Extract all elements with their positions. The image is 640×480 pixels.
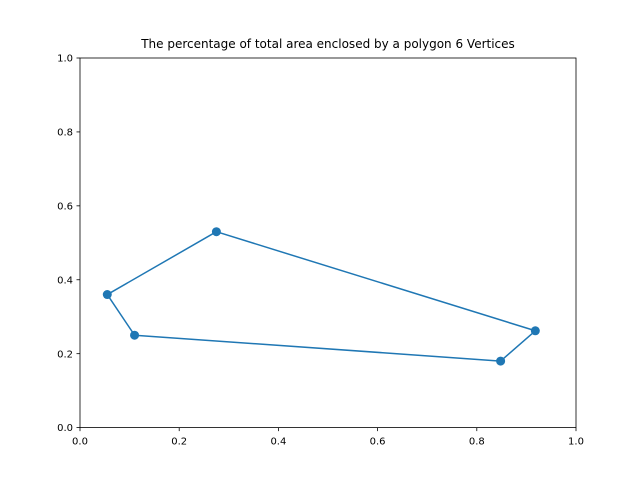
plot-area: [102, 227, 540, 366]
chart-title: The percentage of total area enclosed by…: [140, 37, 515, 51]
y-tick-label: 0.0: [57, 423, 73, 434]
vertex-marker: [530, 326, 540, 336]
y-tick-label: 1.0: [57, 54, 73, 65]
axes-frame: [79, 57, 577, 429]
y-axis: 0.0 0.2 0.4 0.6 0.8 1.0: [57, 54, 80, 434]
x-tick-label: 0.4: [270, 437, 286, 448]
vertex-marker: [211, 227, 221, 237]
y-tick-label: 0.6: [57, 201, 73, 212]
y-tick-label: 0.4: [57, 275, 73, 286]
x-axis: 0.0 0.2 0.4 0.6 0.8 1.0: [72, 427, 584, 448]
y-tick-label: 0.2: [57, 349, 73, 360]
x-tick-label: 0.6: [370, 437, 386, 448]
x-tick-label: 0.2: [171, 437, 187, 448]
vertex-marker: [496, 356, 506, 366]
polygon-line: [106, 230, 537, 362]
x-tick-label: 1.0: [568, 437, 584, 448]
vertex-marker: [102, 290, 112, 300]
x-tick-label: 0.0: [72, 437, 88, 448]
vertex-marker: [130, 330, 140, 340]
y-tick-label: 0.8: [57, 128, 73, 139]
x-tick-label: 0.8: [469, 437, 485, 448]
